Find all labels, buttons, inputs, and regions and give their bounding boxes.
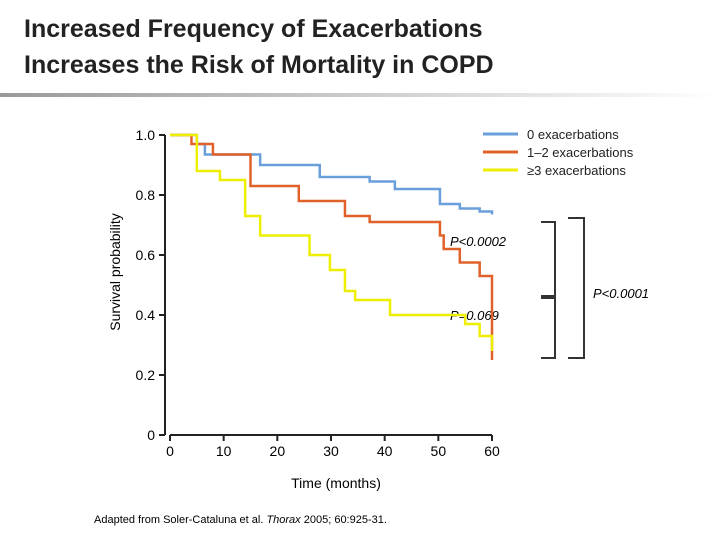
x-tick-label: 60 (484, 443, 500, 459)
y-tick-label: 0.2 (136, 367, 156, 383)
annotation: P<0.0001 (593, 286, 649, 301)
x-tick-label: 0 (166, 443, 174, 459)
legend-label: 1–2 exacerbations (527, 145, 634, 160)
annotation: P<0.0002 (450, 234, 507, 249)
source-part: Thorax (266, 514, 301, 526)
title-line: Increases the Risk of Mortality in COPD (24, 51, 494, 79)
source-part: Adapted from Soler-Cataluna et al. (94, 514, 266, 526)
title-line: Increased Frequency of Exacerbations (24, 15, 483, 43)
y-tick-label: 1.0 (136, 127, 156, 143)
y-tick-label: 0.8 (136, 187, 156, 203)
y-tick-label: 0 (147, 427, 155, 443)
survival-curve (170, 133, 494, 360)
x-tick-label: 40 (377, 443, 393, 459)
annotation: P=0.069 (450, 308, 499, 323)
legend-label: 0 exacerbations (527, 127, 619, 142)
x-tick-label: 20 (270, 443, 286, 459)
source: Adapted from Soler-Cataluna et al. Thora… (94, 514, 387, 526)
y-tick-label: 0.4 (136, 307, 156, 323)
x-tick-label: 10 (216, 443, 232, 459)
bracket (568, 217, 585, 359)
x-tick-label: 50 (431, 443, 447, 459)
survival-curve (170, 133, 494, 215)
y-tick-label: 0.6 (136, 247, 156, 263)
survival-curve (170, 133, 494, 351)
plot: 0 0.2 0.4 0.6 0.8 1.0 0 10 20 30 40 50 60 0 exacerbat… (136, 127, 634, 459)
y-axis-label: Survival probability (107, 213, 123, 331)
bracket (541, 221, 556, 359)
source-part: 2005; 60:925-31. (301, 514, 387, 526)
legend-label: ≥3 exacerbations (527, 163, 626, 178)
title-rule (0, 93, 720, 97)
x-axis-label: Time (months) (291, 475, 381, 491)
x-tick-label: 30 (323, 443, 339, 459)
